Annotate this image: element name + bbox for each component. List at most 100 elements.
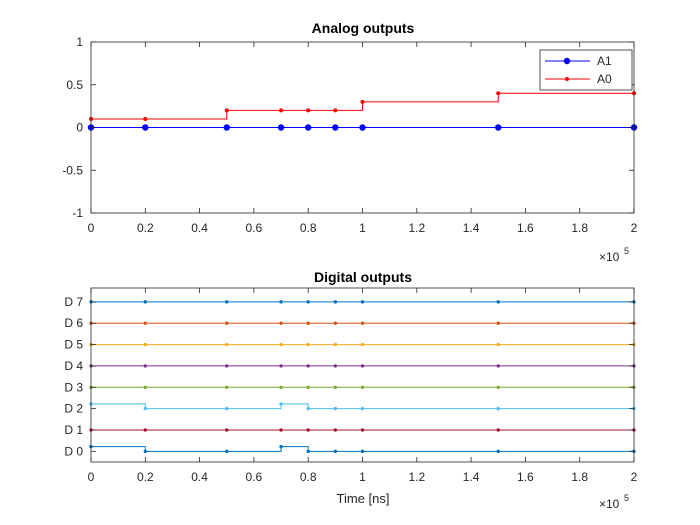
digital-point-d5 — [496, 342, 500, 347]
digital-point-d2 — [306, 406, 310, 411]
digital-point-d2 — [225, 406, 229, 411]
y-tick-label: D 5 — [64, 338, 83, 352]
analog-outputs-axes: Analog outputs 0 0.2 0.4 0.6 0.8 1 1.2 1.4 1.6 1.… — [62, 20, 637, 264]
x-tick-label: 1.6 — [517, 221, 534, 235]
digital-point-d3 — [496, 385, 500, 389]
x-tick-label: 0.8 — [300, 470, 317, 484]
y-tick-label: 0.5 — [66, 78, 83, 92]
y-tick-label: D 7 — [64, 295, 83, 309]
digital-point-d7 — [496, 300, 500, 304]
data-point-a1 — [223, 124, 230, 131]
x-tick-label: 1 — [359, 470, 366, 484]
y-tick-label: D 0 — [64, 444, 83, 458]
digital-x-multiplier: ×10 5 — [599, 493, 629, 511]
digital-point-d3 — [333, 385, 338, 389]
digital-point-d3 — [143, 385, 147, 389]
data-point-a0 — [224, 108, 229, 113]
digital-point-d0 — [496, 449, 500, 454]
legend-a1-marker — [563, 57, 571, 65]
digital-point-d4 — [143, 364, 147, 368]
digital-point-d1 — [360, 428, 365, 432]
digital-chart-title: Digital outputs — [314, 269, 412, 285]
digital-point-d7 — [360, 300, 365, 304]
digital-point-d5 — [306, 342, 310, 347]
digital-point-d0 — [306, 449, 310, 454]
digital-point-d6 — [360, 321, 365, 325]
x-tick-label: 0.8 — [300, 221, 317, 235]
digital-point-d2 — [333, 406, 338, 411]
analog-x-multiplier-exponent: 5 — [624, 246, 629, 256]
x-tick-label: 1.8 — [571, 221, 588, 235]
digital-point-d7 — [143, 300, 147, 304]
legend-box — [539, 49, 633, 91]
digital-outputs-axes: Digital outputs 0 0.2 0.4 0.6 0.8 1 1.2 1.4 1.6 1… — [64, 269, 637, 511]
y-tick-label: D 6 — [64, 316, 83, 330]
y-tick-label: D 1 — [64, 423, 83, 437]
digital-point-d1 — [496, 428, 500, 432]
x-tick-label: 1.2 — [408, 221, 425, 235]
y-tick-label: 0 — [76, 121, 83, 135]
analog-series-group — [87, 91, 638, 131]
digital-point-d6 — [496, 321, 500, 325]
digital-point-d0 — [279, 444, 283, 449]
digital-point-d3 — [360, 385, 365, 389]
digital-point-d6 — [279, 321, 283, 325]
y-tick-label: D 2 — [64, 402, 83, 416]
digital-point-d2 — [360, 406, 365, 411]
digital-point-d6 — [333, 321, 338, 325]
digital-point-d7 — [306, 300, 310, 304]
digital-point-d4 — [306, 364, 310, 368]
data-point-a1 — [495, 124, 502, 131]
digital-point-d6 — [306, 321, 310, 325]
digital-point-d4 — [333, 364, 338, 368]
x-tick-label: 0 — [88, 221, 95, 235]
x-tick-label: 0 — [88, 470, 95, 484]
digital-point-d1 — [143, 428, 147, 432]
analog-chart-title: Analog outputs — [312, 20, 415, 36]
digital-point-d5 — [143, 342, 147, 347]
digital-point-d0 — [225, 449, 229, 454]
y-tick-label: -0.5 — [62, 163, 83, 177]
digital-point-d5 — [279, 342, 283, 347]
digital-point-d2 — [496, 406, 500, 411]
x-tick-label: 1.6 — [517, 470, 534, 484]
digital-point-d7 — [279, 300, 283, 304]
digital-point-d2 — [143, 406, 147, 411]
digital-point-d2 — [279, 402, 283, 406]
data-point-a0 — [333, 108, 338, 113]
series-line-a0 — [91, 92, 634, 120]
data-point-a0 — [279, 108, 284, 113]
digital-point-d0 — [360, 449, 365, 454]
y-tick-label: -1 — [72, 206, 83, 220]
x-tick-label: 2 — [631, 470, 638, 484]
x-tick-label: 1.8 — [571, 470, 588, 484]
data-point-a1 — [277, 124, 285, 131]
digital-x-multiplier-base: ×10 — [599, 497, 620, 511]
digital-point-d1 — [306, 428, 310, 432]
digital-point-d5 — [333, 342, 338, 347]
digital-point-d4 — [225, 364, 229, 368]
data-point-a0 — [143, 116, 148, 121]
analog-x-multiplier-base: ×10 — [599, 250, 620, 264]
digital-axes-frame — [90, 287, 635, 463]
x-tick-label: 2 — [631, 221, 638, 235]
digital-point-d4 — [360, 364, 365, 368]
legend-a0-label: A0 — [597, 72, 612, 86]
digital-point-d3 — [306, 385, 310, 389]
x-tick-label: 1.2 — [408, 470, 425, 484]
data-point-a0 — [306, 108, 311, 113]
digital-point-d1 — [225, 428, 229, 432]
digital-series-group — [89, 300, 636, 454]
digital-point-d4 — [496, 364, 500, 368]
x-tick-label: 0.4 — [191, 221, 208, 235]
digital-point-d6 — [225, 321, 229, 325]
x-tick-label: 0.4 — [191, 470, 208, 484]
digital-tick-labels: 0 0.2 0.4 0.6 0.8 1 1.2 1.4 1.6 1.8 2 D 0 D 1 D 2 D 3 D… — [64, 295, 637, 484]
y-tick-label: D 3 — [64, 380, 83, 394]
data-point-a0 — [496, 91, 501, 96]
x-tick-label: 0.2 — [137, 470, 154, 484]
x-tick-label: 1.4 — [463, 221, 480, 235]
digital-point-d7 — [333, 300, 338, 304]
x-tick-label: 1 — [359, 221, 366, 235]
